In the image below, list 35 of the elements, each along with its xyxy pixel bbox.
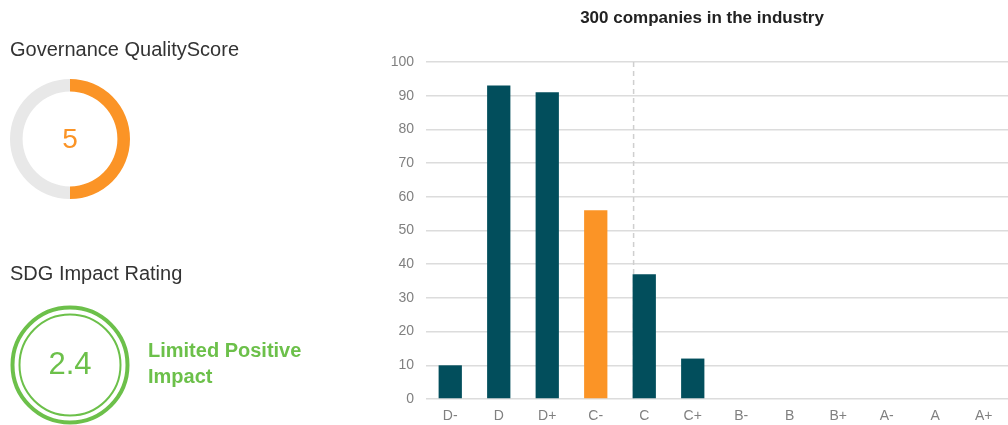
bar: [584, 210, 608, 399]
y-tick-label: 20: [398, 322, 415, 339]
bar: [487, 85, 511, 399]
y-tick-label: 70: [398, 153, 415, 170]
x-tick-label: A-: [879, 407, 895, 424]
y-tick-label: 60: [398, 187, 415, 204]
bar: [681, 358, 705, 399]
x-tick-label: A+: [974, 407, 993, 424]
y-tick-label: 40: [398, 255, 415, 272]
chart-title: 300 companies in the industry: [579, 8, 825, 28]
x-tick-label: B+: [829, 407, 848, 424]
bar: [438, 365, 462, 399]
text: SDG Impact Rating: [10, 261, 183, 285]
y-tick-label: 100: [390, 52, 415, 69]
y-tick-label: 80: [398, 120, 415, 137]
x-tick-label: C-: [588, 407, 604, 424]
x-tick-label: D+: [538, 407, 557, 424]
bar: [632, 274, 656, 399]
y-tick-label: 0: [406, 389, 415, 406]
x-tick-label: C: [639, 407, 650, 424]
bar: [535, 92, 559, 399]
x-tick-label: B-: [734, 407, 749, 424]
text: Limited Positive Impact: [148, 338, 303, 389]
y-tick-label: 50: [398, 221, 415, 238]
x-tick-label: D: [493, 407, 504, 424]
y-tick-label: 30: [398, 288, 415, 305]
text: 2.4: [47, 346, 93, 382]
x-tick-label: B: [785, 407, 795, 424]
x-tick-label: A: [930, 407, 941, 424]
x-tick-label: C+: [683, 407, 702, 424]
chart-title: Governance QualityScore: [10, 37, 240, 61]
text: 5: [62, 122, 78, 154]
y-tick-label: 10: [398, 356, 415, 373]
x-tick-label: D-: [442, 407, 458, 424]
y-tick-label: 90: [398, 86, 415, 103]
